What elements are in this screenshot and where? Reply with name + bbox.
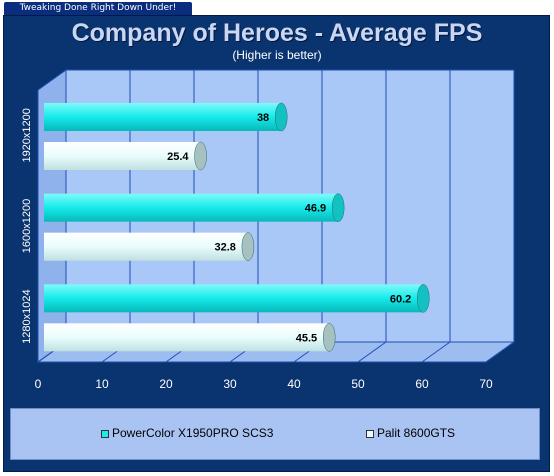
chart-legend: PowerColor X1950PRO SCS3 Palit 8600GTS xyxy=(10,408,540,460)
bar-end-cap xyxy=(274,102,288,132)
data-label: 32.8 xyxy=(214,242,235,254)
bar xyxy=(44,284,424,313)
x-tick-label: 60 xyxy=(415,377,429,391)
y-tick-label: 1920x1200 xyxy=(21,108,33,162)
bar-end-cap xyxy=(194,141,207,171)
y-tick-label: 1600x1200 xyxy=(21,199,33,253)
data-label: 46.9 xyxy=(305,203,326,215)
x-tick-label: 70 xyxy=(479,377,493,391)
chart-subtitle: (Higher is better) xyxy=(232,48,322,62)
floor-gridline xyxy=(421,341,451,363)
x-tick-label: 0 xyxy=(35,377,42,391)
x-tick-label: 40 xyxy=(287,377,301,391)
x-tick-label: 30 xyxy=(223,377,237,391)
bar xyxy=(44,142,201,170)
floor-gridline xyxy=(485,341,515,363)
x-tick-label: 10 xyxy=(95,377,109,391)
legend-item-series-1: PowerColor X1950PRO SCS3 xyxy=(101,426,273,440)
chart-title: Company of Heroes - Average FPS xyxy=(71,19,483,47)
floor-gridline xyxy=(357,341,387,363)
bar xyxy=(44,323,330,352)
site-tagline: Tweaking Done Right Down Under! xyxy=(4,2,192,15)
bar-end-cap xyxy=(331,193,345,222)
legend-label-series-1: PowerColor X1950PRO SCS3 xyxy=(112,426,274,440)
x-tick-label: 20 xyxy=(159,377,173,391)
bar-end-cap xyxy=(241,232,255,261)
x-tick-label: 50 xyxy=(351,377,365,391)
data-label: 45.5 xyxy=(296,332,317,344)
data-label: 38 xyxy=(257,112,269,124)
legend-swatch-series-2 xyxy=(366,429,374,438)
legend-swatch-series-1 xyxy=(101,429,109,438)
bar xyxy=(44,232,248,261)
bar xyxy=(44,103,282,131)
data-label: 25.4 xyxy=(167,151,189,163)
bar xyxy=(44,193,339,222)
legend-item-series-2: Palit 8600GTS xyxy=(366,426,455,440)
bar-end-cap xyxy=(322,323,336,352)
data-label: 60.2 xyxy=(390,293,411,305)
legend-label-series-2: Palit 8600GTS xyxy=(377,426,456,440)
bar-end-cap xyxy=(417,284,430,313)
y-tick-label: 1280x1024 xyxy=(21,289,33,343)
